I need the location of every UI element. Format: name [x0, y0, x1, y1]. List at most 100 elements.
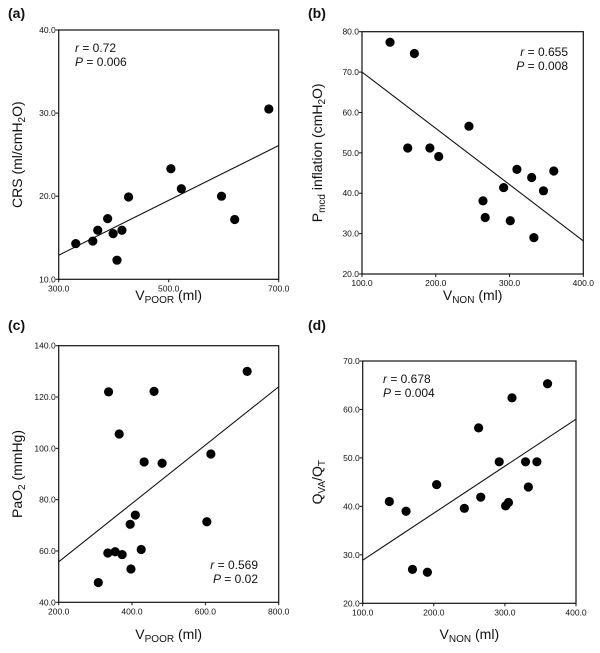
- data-point: [103, 214, 113, 224]
- x-axis-label-subscript: NON: [449, 634, 471, 645]
- data-point: [242, 366, 252, 376]
- panel-label: (a): [8, 5, 25, 21]
- r-value: = 0.72: [79, 41, 116, 55]
- y-tick-label: 40.0: [39, 25, 56, 35]
- y-tick-label: 40.0: [39, 597, 56, 607]
- data-point: [425, 143, 435, 153]
- data-point: [114, 429, 124, 439]
- y-tick-label: 140.0: [34, 341, 56, 351]
- y-axis-label: CRS (ml/cmH2O): [9, 101, 28, 208]
- r-value: = 0.569: [214, 558, 258, 572]
- data-point: [403, 143, 413, 153]
- y-axis-label-subscript: VA: [317, 481, 328, 494]
- panel-label: (c): [8, 317, 25, 333]
- y-axis-label-part: PaO: [9, 490, 25, 518]
- x-axis-label-part: V: [443, 287, 453, 303]
- x-axis-label-part: (ml): [474, 287, 502, 303]
- x-tick-label: 500.0: [158, 283, 180, 293]
- x-tick-label: 300.0: [48, 283, 70, 293]
- y-tick-label: 80.0: [342, 27, 359, 37]
- r-symbol: r: [210, 558, 215, 572]
- y-axis-label: QVA/QT: [309, 460, 328, 504]
- y-tick-label: 80.0: [39, 495, 56, 505]
- x-tick-label: 200.0: [48, 606, 70, 616]
- y-axis-label-part: P: [309, 213, 325, 222]
- x-axis-label-part: (ml): [174, 287, 202, 303]
- y-tick-label: 10.0: [39, 274, 56, 284]
- p-value: P = 0.02: [213, 572, 258, 586]
- correlation-r: r = 0.72: [75, 41, 116, 55]
- plot-frame: [58, 345, 280, 603]
- panel-label: (d): [308, 317, 326, 333]
- data-point: [527, 172, 537, 183]
- data-point: [216, 191, 227, 201]
- data-point: [549, 166, 559, 176]
- y-axis-label-subscript: mcd: [317, 194, 328, 213]
- data-point: [503, 497, 514, 508]
- data-point: [139, 457, 149, 467]
- y-tick-label: 30.0: [343, 550, 360, 560]
- p-symbol: P: [383, 386, 391, 400]
- data-point: [206, 449, 216, 459]
- data-point: [176, 184, 186, 194]
- x-tick-label: 200.0: [425, 278, 447, 288]
- data-point: [476, 492, 486, 502]
- p-value-text: = 0.006: [83, 55, 127, 69]
- p-symbol: P: [75, 55, 83, 69]
- x-axis-label-part: (ml): [471, 626, 499, 642]
- y-tick-label: 40.0: [342, 188, 359, 198]
- p-value-text: = 0.02: [221, 572, 258, 586]
- panel-label: (b): [308, 5, 326, 21]
- data-point: [478, 196, 488, 206]
- data-point: [112, 255, 122, 265]
- p-value-text: = 0.004: [391, 386, 435, 400]
- data-point: [384, 496, 394, 507]
- y-tick-label: 20.0: [343, 598, 360, 608]
- correlation-r: r = 0.569: [210, 558, 258, 572]
- data-point: [103, 548, 113, 558]
- y-axis-label-part: O): [309, 83, 325, 99]
- x-axis-label-subscript: NON: [452, 295, 474, 306]
- data-point: [505, 216, 515, 226]
- data-point: [264, 104, 274, 114]
- data-point: [401, 506, 411, 516]
- y-tick-label: 20.0: [342, 269, 359, 279]
- data-point: [136, 544, 146, 555]
- data-point: [523, 482, 533, 492]
- r-symbol: r: [75, 41, 80, 55]
- regression-line: [58, 145, 279, 256]
- panel-a: (a) 300.0 500.0 700.0 10.0 20.0 30.0 40.0 VPOOR …: [8, 5, 290, 306]
- y-axis-label-part: /Q: [309, 466, 325, 481]
- y-axis-label-subscript: T: [317, 460, 328, 466]
- data-point: [166, 164, 176, 174]
- y-axis-label-subscript: 2: [317, 99, 328, 105]
- x-axis-label: VPOOR (ml): [135, 287, 202, 306]
- p-symbol: P: [516, 59, 524, 73]
- data-point: [157, 458, 167, 468]
- data-point: [385, 37, 395, 47]
- regression-line: [58, 386, 280, 563]
- r-symbol: r: [520, 45, 525, 59]
- data-point: [422, 567, 433, 577]
- y-tick-label: 50.0: [343, 453, 360, 463]
- x-axis-label: VNON (ml): [443, 287, 503, 306]
- x-axis-label-part: (ml): [174, 626, 202, 642]
- data-point: [520, 457, 531, 467]
- x-tick-label: 200.0: [423, 607, 445, 617]
- y-tick-label: 20.0: [39, 191, 56, 201]
- y-tick-label: 50.0: [342, 148, 359, 158]
- data-point: [117, 549, 127, 560]
- data-point: [71, 238, 81, 249]
- p-symbol: P: [213, 572, 221, 586]
- data-point: [434, 151, 444, 162]
- y-axis-label-part: (mmHg): [9, 430, 25, 484]
- panel-c: (c) 200.0 400.0 600.0 800.0 40.0 60.0 80.0 100.0…: [8, 317, 290, 645]
- x-tick-label: 600.0: [195, 606, 217, 616]
- regression-line: [361, 71, 584, 242]
- p-value-text: = 0.008: [524, 59, 568, 73]
- data-point: [126, 564, 136, 574]
- data-point: [110, 547, 120, 557]
- x-axis-label-subscript: POOR: [145, 295, 174, 306]
- data-point: [130, 510, 140, 520]
- x-tick-label: 400.0: [121, 606, 143, 616]
